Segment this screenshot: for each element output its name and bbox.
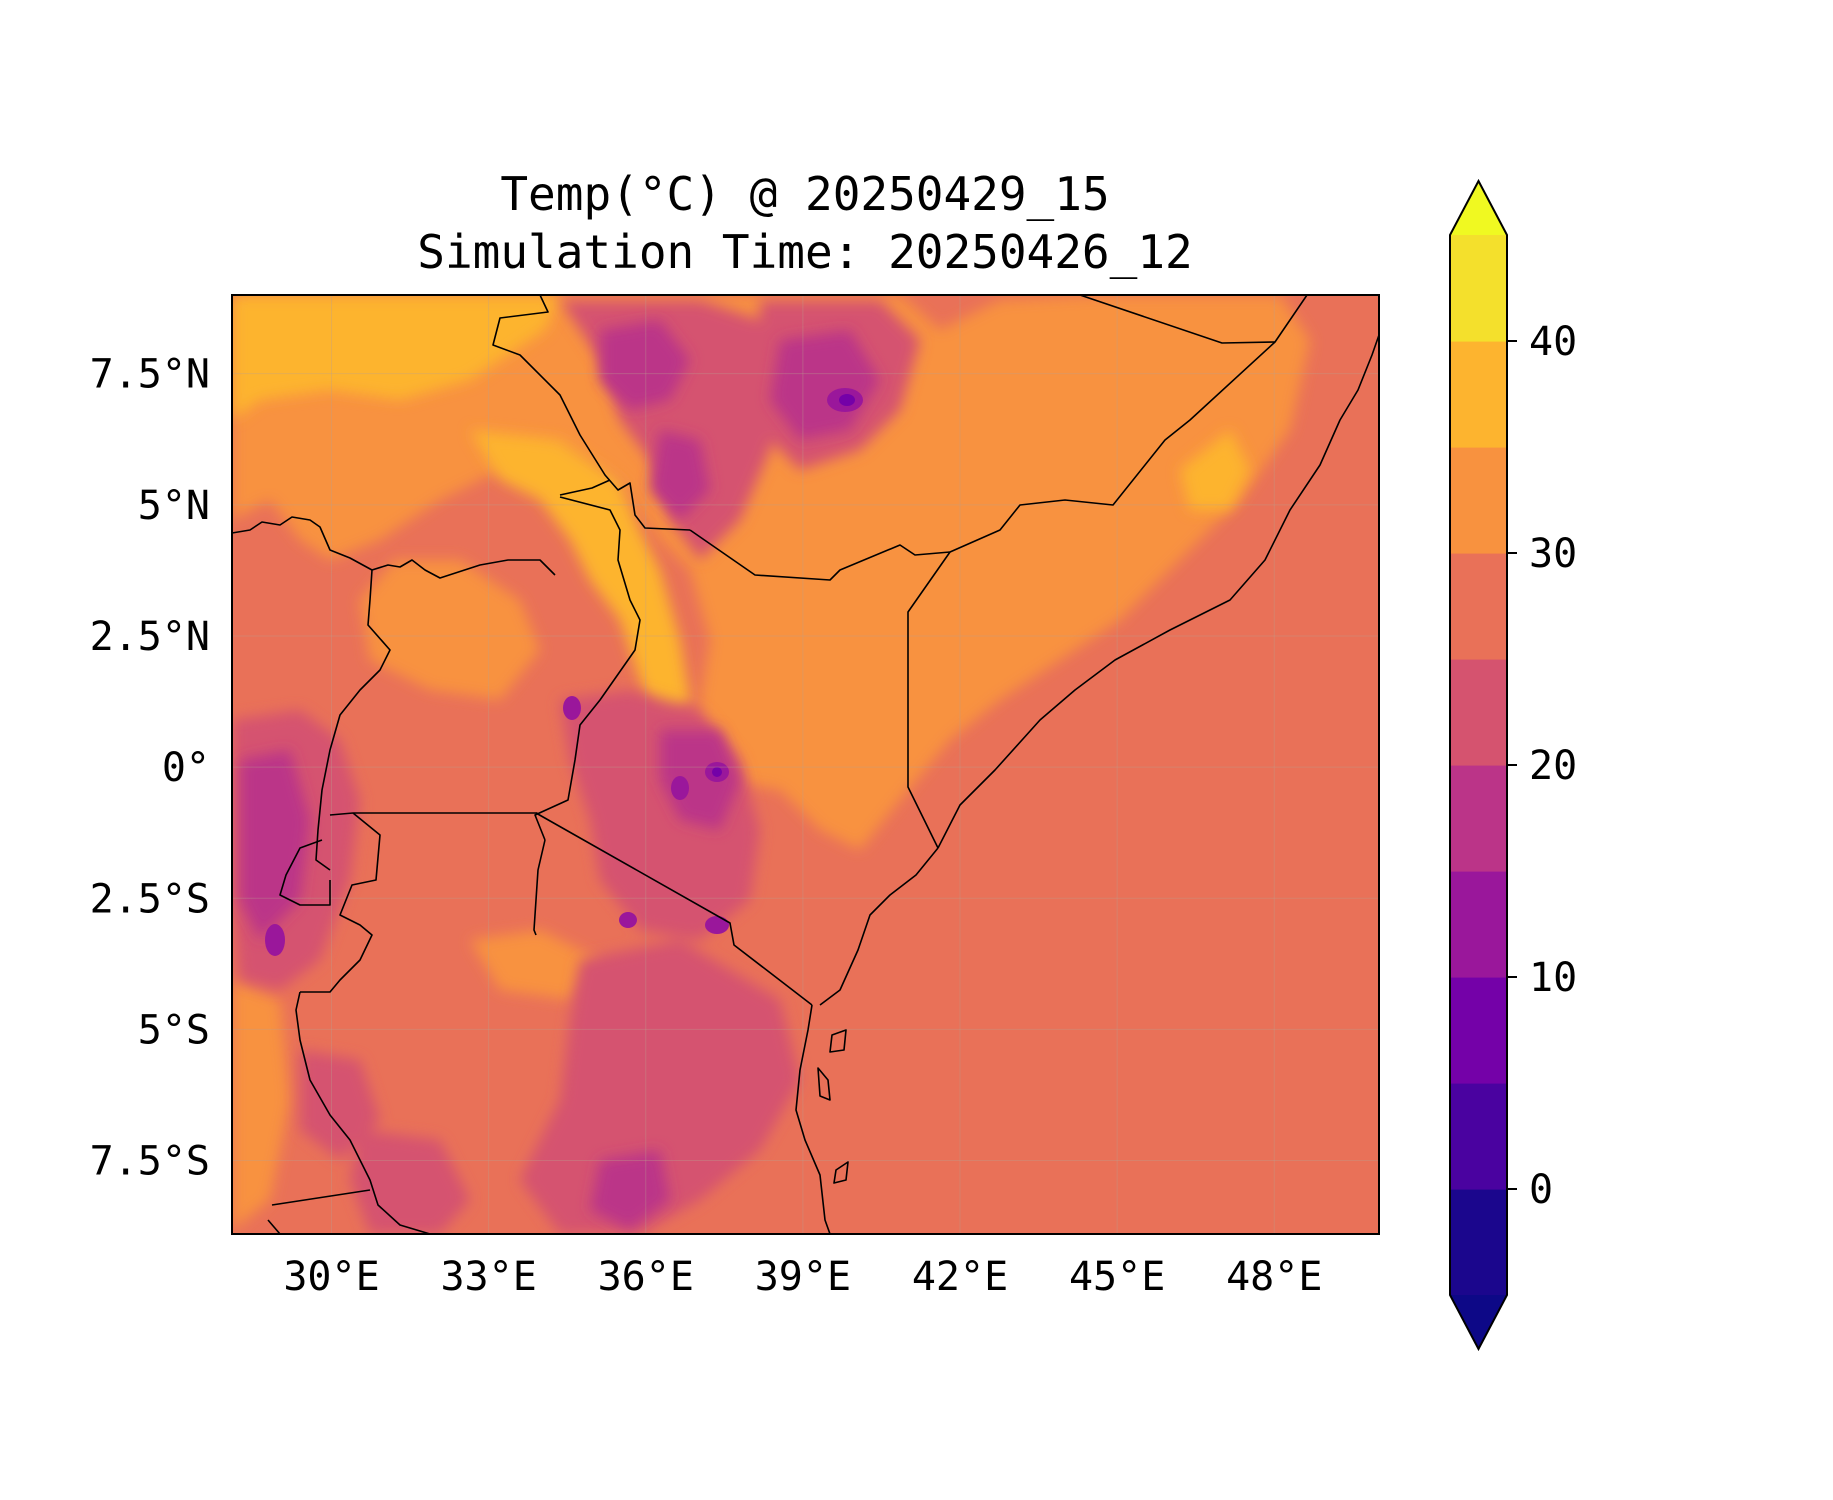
map-panel: 30°E 33°E 36°E 39°E 42°E 45°E 48°E 7.5°N 5°N 2.5…: [90, 294, 1380, 1300]
country-borders: [232, 295, 1379, 1234]
y-tick-label: 7.5°N: [90, 352, 210, 398]
colorbar-segment: [1450, 1083, 1507, 1190]
y-axis-ticks: 7.5°N 5°N 2.5°N 0° 2.5°S 5°S 7.5°S: [90, 352, 210, 1185]
x-axis-ticks: 30°E 33°E 36°E 39°E 42°E 45°E 48°E: [283, 1254, 1322, 1300]
y-tick-label: 2.5°S: [90, 876, 210, 922]
colorbar-segment: [1450, 553, 1507, 660]
colorbar-tick-label: 40: [1529, 319, 1577, 365]
colorbar-extend-max: [1450, 181, 1507, 235]
colorbar-extend-min: [1450, 1295, 1507, 1349]
gridlines: [232, 295, 1379, 1234]
colorbar-segment: [1450, 659, 1507, 766]
colorbar-tick-label: 10: [1529, 955, 1577, 1001]
colorbar-outline: [1449, 178, 1508, 1352]
colorbar-segment: [1450, 235, 1507, 342]
colorbar-tick-label: 20: [1529, 743, 1577, 789]
coldest-cores: [712, 394, 855, 777]
title-line-1: Temp(°C) @ 20250429_15: [500, 167, 1109, 221]
colorbar-tick-label: 30: [1529, 531, 1577, 577]
colorbar-segment: [1450, 871, 1507, 978]
colorbar-tick-label: 0: [1529, 1167, 1553, 1213]
colorbar-segment: [1450, 341, 1507, 448]
x-tick-label: 36°E: [598, 1254, 694, 1300]
y-tick-label: 5°S: [138, 1007, 210, 1053]
x-tick-label: 48°E: [1226, 1254, 1322, 1300]
colorbar-segment: [1450, 977, 1507, 1084]
x-tick-label: 39°E: [755, 1254, 851, 1300]
colorbar: 0 10 20 30 40: [1449, 178, 1577, 1352]
y-tick-label: 7.5°S: [90, 1139, 210, 1185]
map-frame: [231, 294, 1380, 1235]
colorbar-segment: [1450, 1189, 1507, 1296]
colorbar-segment: [1450, 447, 1507, 554]
title-line-2: Simulation Time: 20250426_12: [417, 225, 1192, 279]
x-tick-label: 45°E: [1069, 1254, 1165, 1300]
y-tick-label: 2.5°N: [90, 614, 210, 660]
hot-regions: [232, 295, 1250, 730]
x-tick-label: 33°E: [440, 1254, 536, 1300]
colorbar-segment: [1450, 765, 1507, 872]
x-tick-label: 42°E: [912, 1254, 1008, 1300]
x-tick-label: 30°E: [283, 1254, 379, 1300]
cold-peaks: [240, 320, 880, 1230]
y-tick-label: 5°N: [138, 483, 210, 529]
y-tick-label: 0°: [162, 745, 210, 791]
